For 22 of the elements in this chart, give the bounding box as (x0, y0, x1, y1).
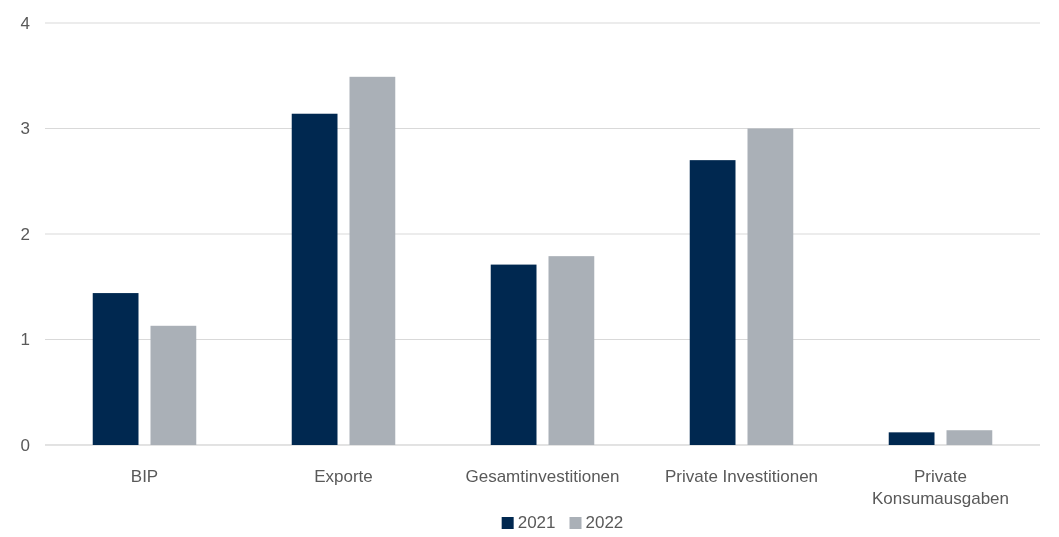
y-tick-label: 3 (20, 119, 30, 139)
bar (291, 113, 338, 445)
x-tick-label: Private Investitionen (664, 467, 819, 486)
bar (548, 256, 595, 445)
bar (349, 76, 396, 445)
legend-label: 2022 (585, 513, 624, 532)
bar (888, 432, 935, 445)
x-tick-label: Exporte (314, 467, 373, 486)
x-tick-label: BIP (130, 467, 159, 486)
y-tick-label: 4 (20, 13, 30, 33)
bar (92, 293, 139, 445)
bar (490, 264, 537, 445)
y-tick-label: 1 (20, 330, 30, 350)
x-tick-label: Private Konsumausgaben (871, 467, 1010, 509)
bar (689, 160, 736, 445)
legend-label: 2021 (517, 513, 556, 532)
y-tick-label: 2 (20, 224, 30, 244)
x-tick-label: Gesamtinvestitionen (465, 467, 620, 486)
bar (747, 128, 794, 445)
bar (150, 325, 197, 445)
y-tick-label: 0 (20, 435, 30, 455)
bar (946, 430, 993, 445)
